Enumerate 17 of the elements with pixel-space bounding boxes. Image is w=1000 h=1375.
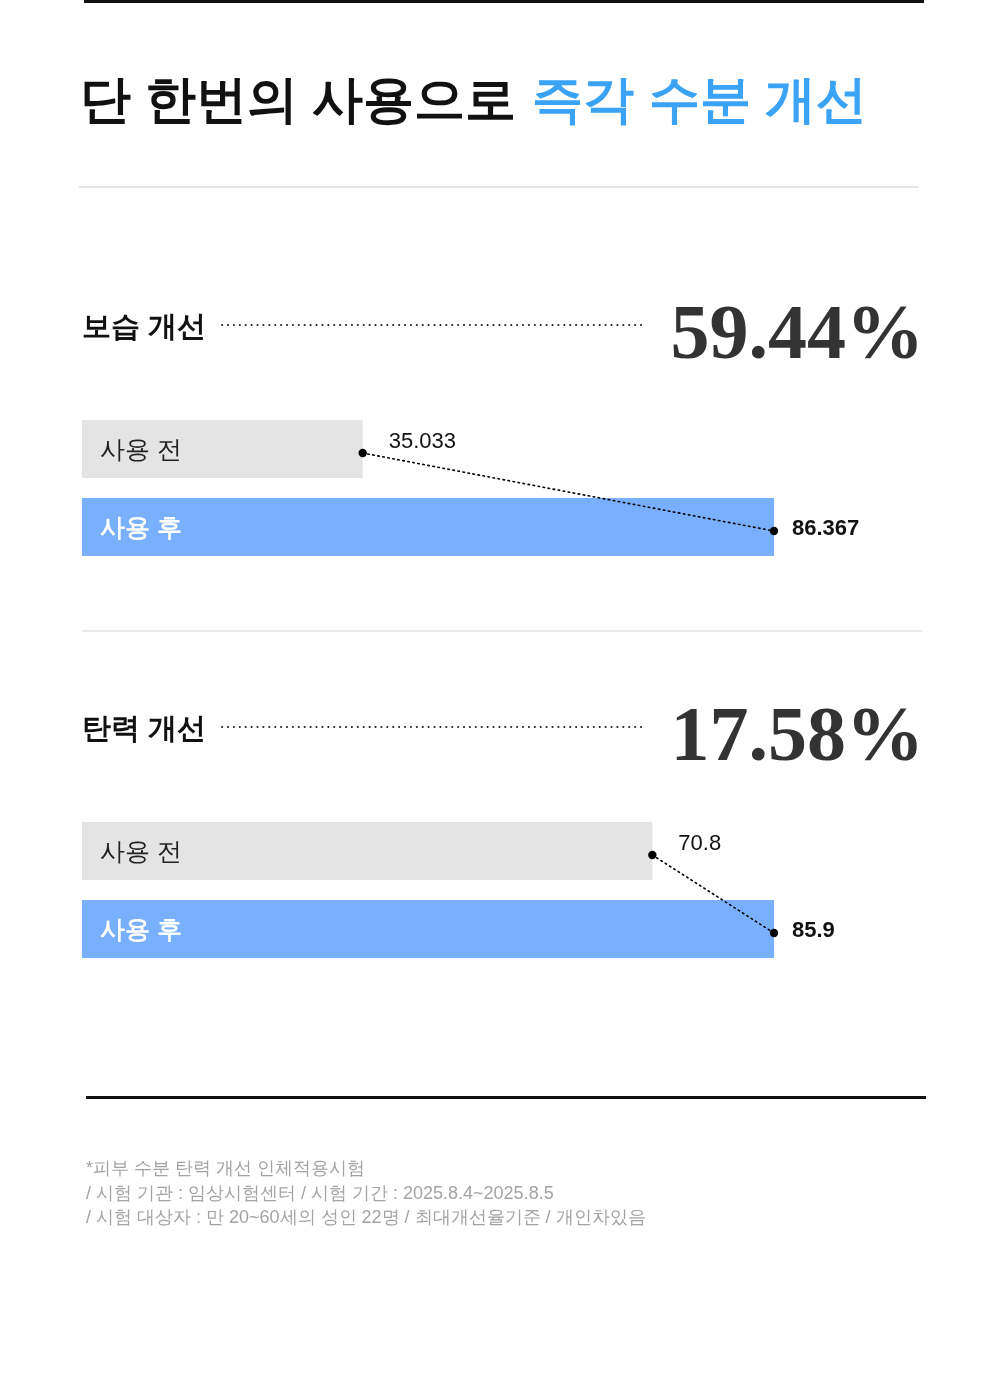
text: 17.58% <box>670 690 924 777</box>
y-tick-label: 사용 전 <box>100 435 182 463</box>
chart-title: 보습 개선 <box>82 310 207 342</box>
text: 59.44% <box>670 288 924 375</box>
text: *피부 수분 탄력 개선 인체적용시험 <box>86 1158 366 1178</box>
data-label: 86.367 <box>792 515 860 540</box>
text: 즉각 수분 개선 <box>532 71 867 128</box>
text: 단 한번의 사용으로 <box>80 71 517 128</box>
text: / 시험 대상자 : 만 20~60세의 성인 22명 / 최대개선율기준 / 개인차있음 <box>86 1207 646 1227</box>
y-tick-label: 사용 후 <box>100 513 182 541</box>
data-label: 35.033 <box>388 428 456 453</box>
data-label: 85.9 <box>792 917 835 942</box>
data-label: 70.8 <box>678 830 722 855</box>
chart-title: 탄력 개선 <box>82 712 207 744</box>
text: / 시험 기관 : 임상시험센터 / 시험 기간 : 2025.8.4~2025.8.5 <box>86 1182 554 1203</box>
y-tick-label: 사용 후 <box>100 915 182 943</box>
y-tick-label: 사용 전 <box>100 837 182 865</box>
